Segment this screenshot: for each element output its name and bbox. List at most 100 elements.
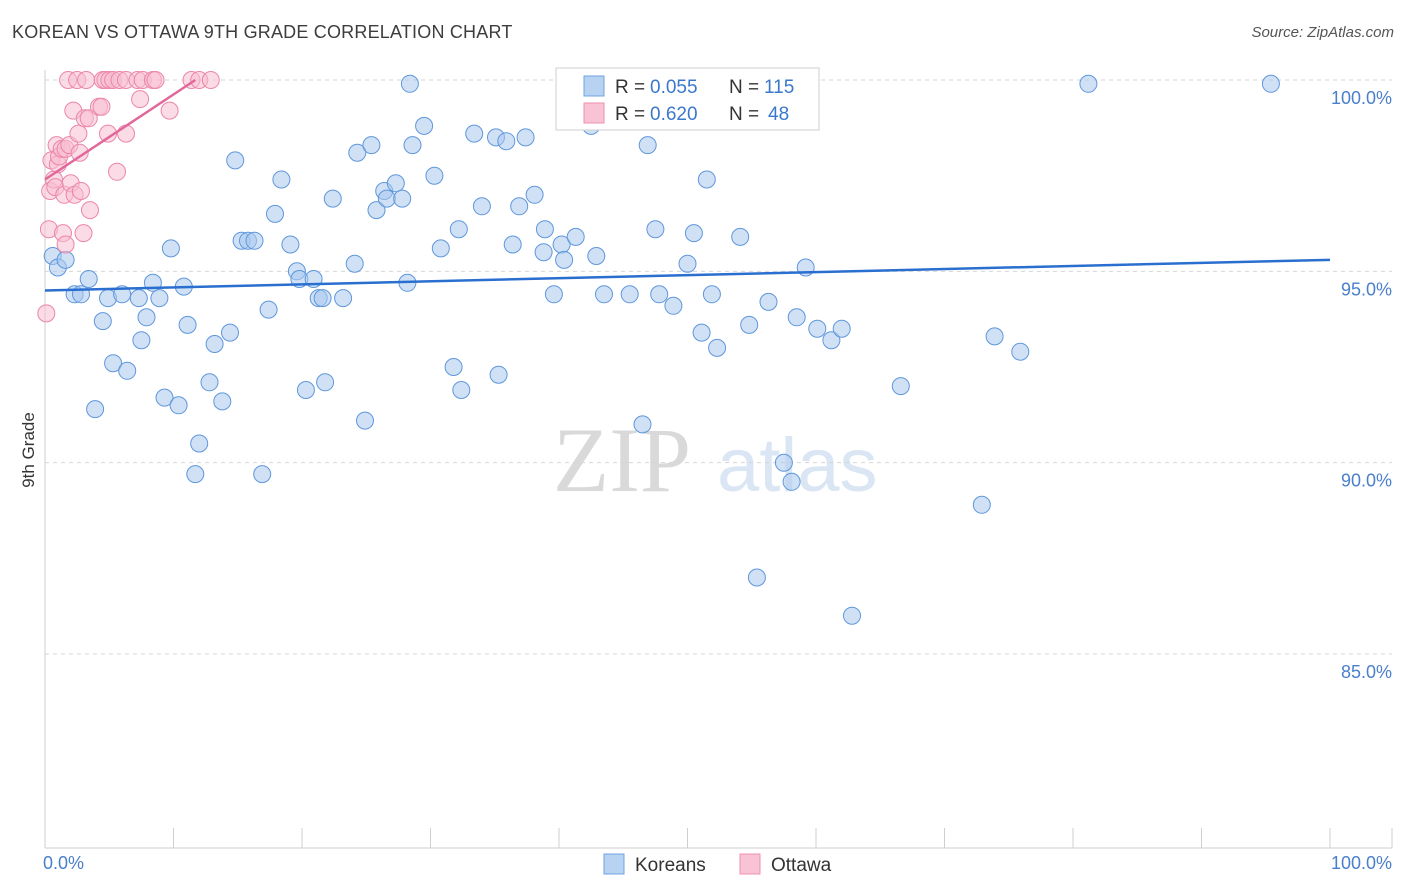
legend-ottawa-r-label: R = xyxy=(615,104,645,125)
koreans-point xyxy=(393,189,412,208)
koreans-point xyxy=(425,166,444,185)
x-tick-label-max: 100.0% xyxy=(1331,853,1392,873)
series-legend: Koreans Ottawa xyxy=(603,853,832,876)
koreans-point xyxy=(465,124,484,143)
koreans-point xyxy=(535,220,554,239)
koreans-point xyxy=(449,220,468,239)
correlation-legend: R = 0.055 N = 115 R = 0.620 N = 48 xyxy=(555,67,820,131)
koreans-trend-line xyxy=(44,258,1331,292)
koreans-point xyxy=(489,365,508,384)
koreans-point xyxy=(544,285,563,304)
ottawa-point xyxy=(201,71,220,89)
koreans-point xyxy=(759,292,778,311)
legend-ottawa-r-value: 0.620 xyxy=(650,104,698,125)
koreans-point xyxy=(386,174,405,193)
legend-koreans-r-value: 0.055 xyxy=(650,77,698,98)
y-axis-label: 9th Grade xyxy=(19,412,38,488)
koreans-point xyxy=(377,189,396,208)
koreans-point xyxy=(740,315,759,334)
koreans-point xyxy=(787,308,806,327)
koreans-point xyxy=(190,434,209,453)
koreans-point xyxy=(348,143,367,162)
koreans-point xyxy=(782,472,801,491)
koreans-point xyxy=(137,308,156,327)
koreans-point xyxy=(534,243,553,262)
koreans-point xyxy=(296,381,315,399)
koreans-point xyxy=(525,185,544,204)
koreans-point xyxy=(334,289,353,308)
koreans-point xyxy=(200,373,219,392)
koreans-point xyxy=(259,300,278,319)
koreans-point xyxy=(595,285,613,304)
koreans-point xyxy=(510,197,529,216)
koreans-point xyxy=(155,388,174,407)
koreans-point xyxy=(503,235,522,254)
bottom-legend-ottawa-label: Ottawa xyxy=(771,855,832,876)
koreans-point xyxy=(822,331,841,350)
koreans-point xyxy=(702,285,721,304)
legend-koreans-n-value: 115 xyxy=(764,77,794,98)
koreans-point xyxy=(646,220,665,239)
bottom-legend-koreans-label: Koreans xyxy=(635,855,706,876)
legend-koreans-r-label: R = xyxy=(615,77,645,98)
koreans-point xyxy=(79,270,98,288)
koreans-point xyxy=(566,227,585,246)
koreans-point xyxy=(731,227,750,246)
koreans-point xyxy=(367,201,386,220)
ottawa-point xyxy=(70,143,89,162)
koreans-point xyxy=(272,170,291,189)
y-tick-label: 100.0% xyxy=(1331,88,1392,108)
ottawa-point xyxy=(160,101,179,120)
y-tick-label: 85.0% xyxy=(1341,662,1392,682)
bottom-legend-koreans-swatch xyxy=(603,853,625,875)
ottawa-point xyxy=(117,124,135,143)
koreans-point xyxy=(516,128,535,147)
ottawa-point xyxy=(56,235,75,254)
koreans-point xyxy=(431,239,450,258)
koreans-point xyxy=(356,411,374,430)
ottawa-point xyxy=(79,109,98,128)
koreans-point xyxy=(323,189,342,208)
ottawa-point xyxy=(108,162,126,181)
koreans-point xyxy=(891,377,910,396)
koreans-point xyxy=(444,358,463,376)
koreans-point xyxy=(1079,74,1098,93)
legend-ottawa-n-value: 48 xyxy=(768,104,789,125)
koreans-point xyxy=(266,204,284,223)
koreans-point xyxy=(497,132,516,151)
koreans-point xyxy=(774,453,793,472)
koreans-point xyxy=(472,197,491,216)
legend-ottawa-swatch xyxy=(583,102,605,124)
koreans-point xyxy=(205,335,224,353)
ottawa-point xyxy=(77,71,96,89)
koreans-point xyxy=(150,289,169,308)
koreans-point xyxy=(843,606,861,625)
koreans-point xyxy=(345,254,364,273)
koreans-point xyxy=(86,400,105,419)
koreans-point xyxy=(697,170,716,189)
koreans-point xyxy=(113,285,132,304)
koreans-point xyxy=(169,396,188,415)
watermark-atlas: atlas xyxy=(717,423,878,508)
koreans-point xyxy=(692,323,711,342)
ottawa-point xyxy=(37,304,56,323)
koreans-point xyxy=(253,465,272,484)
koreans-point xyxy=(452,381,471,399)
ottawa-point xyxy=(131,90,150,109)
koreans-point xyxy=(664,296,683,315)
trend-lines xyxy=(44,78,1331,292)
koreans-point xyxy=(708,338,727,357)
koreans-point xyxy=(620,285,639,304)
ottawa-points xyxy=(37,71,220,323)
koreans-point xyxy=(104,354,123,373)
koreans-point xyxy=(186,465,205,484)
ottawa-point xyxy=(92,97,111,116)
koreans-point xyxy=(316,373,335,392)
koreans-point xyxy=(178,315,197,334)
koreans-point xyxy=(1261,74,1280,93)
koreans-point xyxy=(221,323,239,342)
koreans-point xyxy=(313,289,332,308)
koreans-point xyxy=(161,239,180,258)
koreans-point xyxy=(403,136,422,155)
